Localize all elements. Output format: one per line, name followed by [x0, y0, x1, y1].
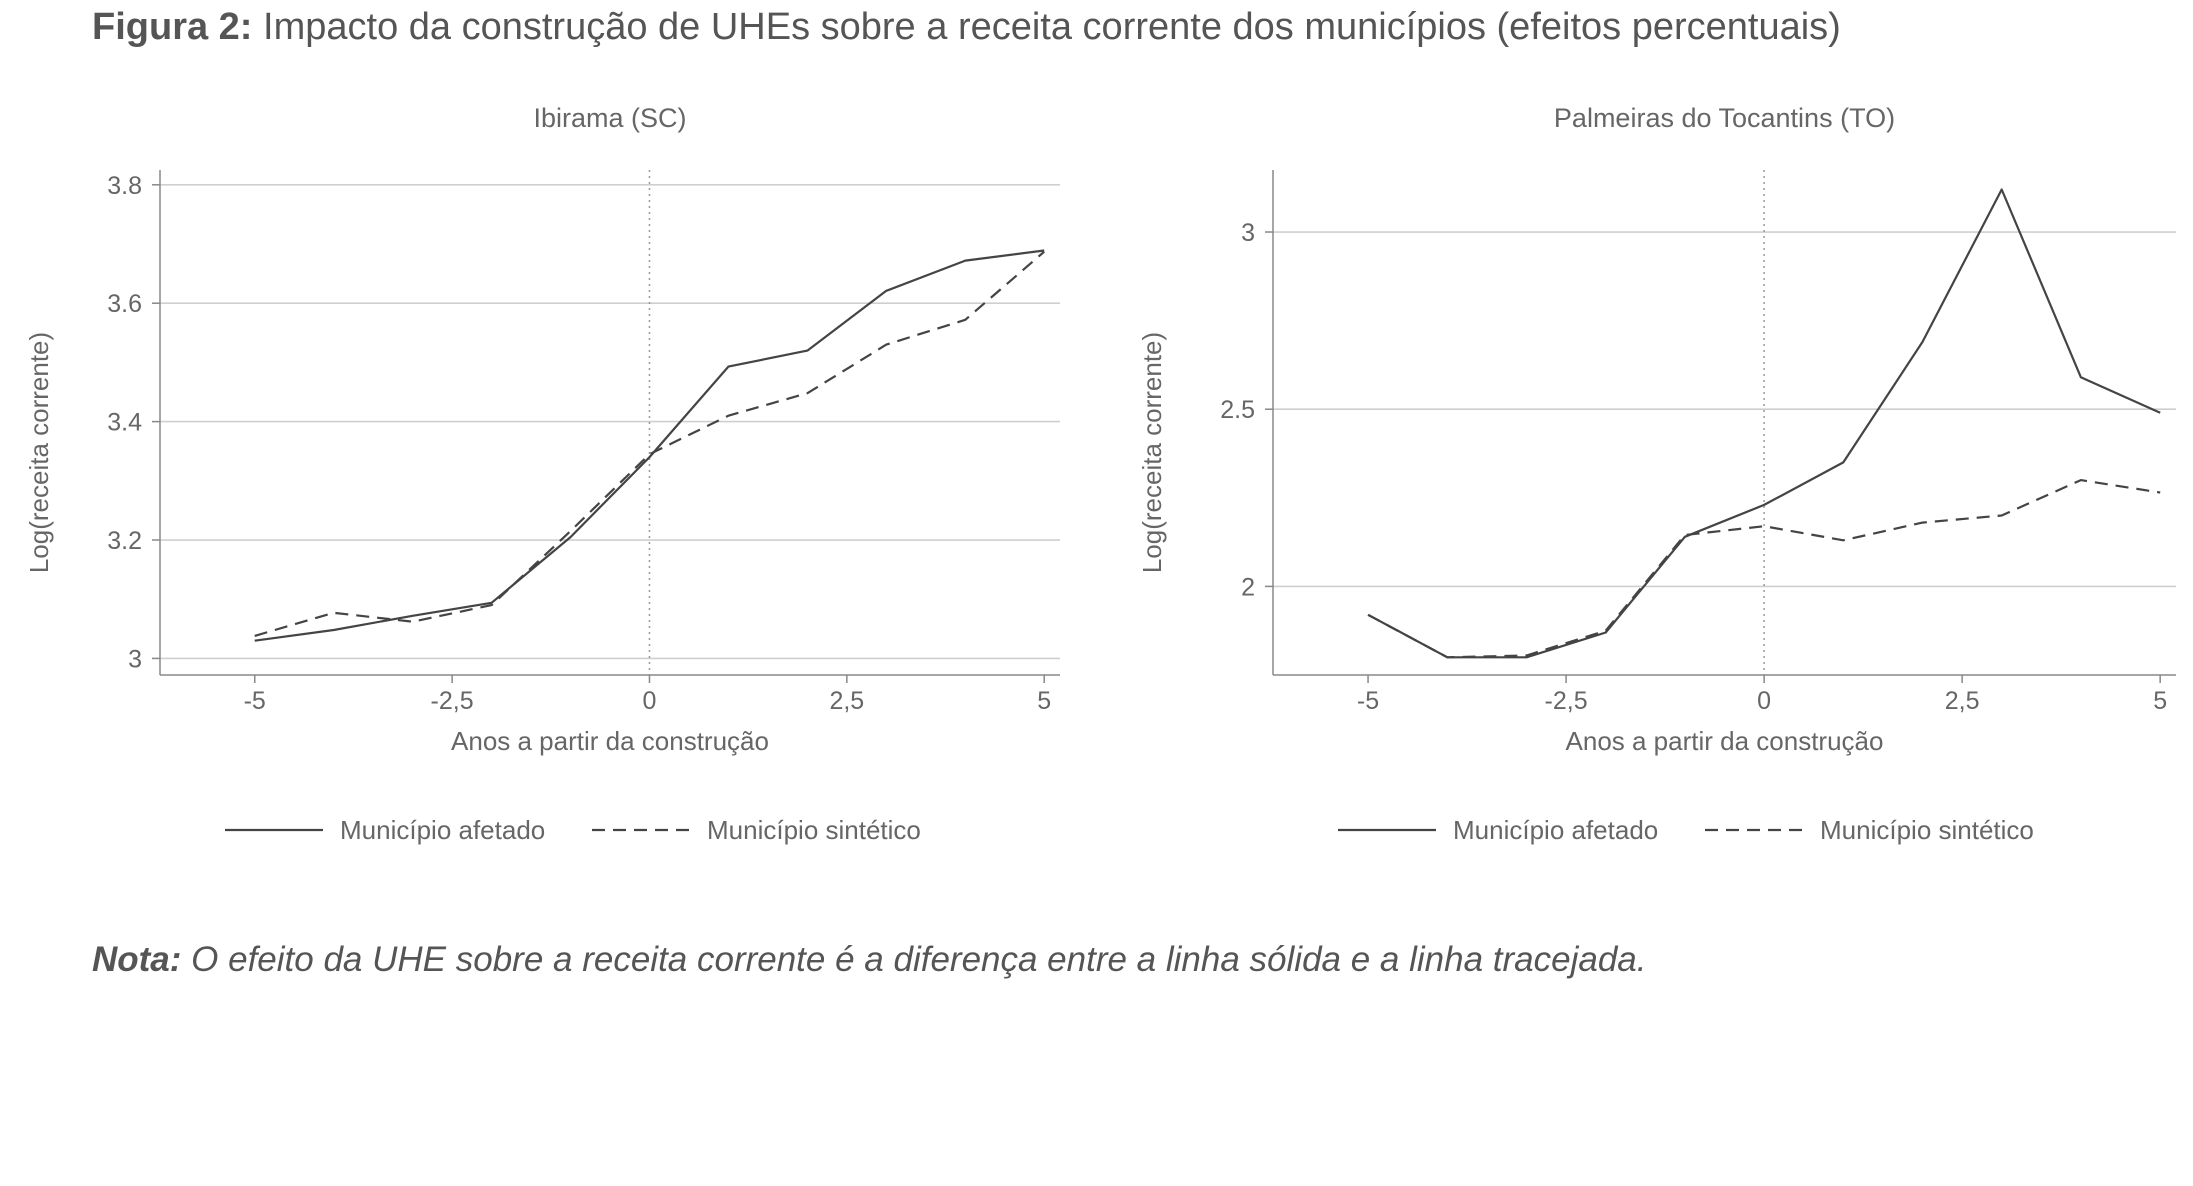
y-tick-label: 3.8 [107, 172, 142, 200]
chart-1: Ibirama (SC) 3 3.2 3.4 3.6 3.8 -5 -2,5 0 2,5 5 Anos… [24, 103, 1060, 845]
y-tick-label: 2 [1241, 573, 1255, 601]
note-text: O efeito da UHE sobre a receita corrente… [191, 940, 1647, 979]
chart-title: Palmeiras do Tocantins (TO) [1554, 103, 1895, 133]
y-tick-label: 3 [1241, 219, 1255, 247]
legend: Município afetado Município sintético [225, 815, 921, 845]
y-tick-label: 3.6 [107, 290, 142, 318]
note-label: Nota: [92, 940, 182, 979]
figure-note: Nota: O efeito da UHE sobre a receita co… [92, 940, 1646, 980]
series-line-affected [254, 249, 1045, 642]
legend-label: Município sintético [1820, 815, 2034, 845]
legend-label: Município afetado [1453, 815, 1658, 845]
figure-title: Figura 2: Impacto da construção de UHEs … [92, 6, 1841, 49]
x-tick-label: 5 [2153, 687, 2167, 715]
x-tick-label: -5 [1357, 687, 1379, 715]
x-tick-label: 2,5 [1945, 687, 1980, 715]
y-tick-label: 3.2 [107, 527, 142, 555]
y-tick-label: 3.4 [107, 409, 142, 437]
x-axis-title: Anos a partir da construção [1566, 726, 1884, 756]
x-tick-label: -5 [244, 687, 266, 715]
legend: Município afetado Município sintético [1338, 815, 2034, 845]
figure-title-text: Impacto da construção de UHEs sobre a re… [263, 6, 1841, 48]
chart-title: Ibirama (SC) [533, 103, 686, 133]
x-tick-label: 0 [1757, 687, 1771, 715]
x-tick-label: 0 [643, 687, 657, 715]
x-tick-label: -2,5 [431, 687, 474, 715]
legend-label: Município afetado [340, 815, 545, 845]
legend-label: Município sintético [707, 815, 921, 845]
x-tick-label: -2,5 [1545, 687, 1588, 715]
y-axis-title: Log(receita corrente) [24, 332, 54, 573]
x-tick-label: 5 [1037, 687, 1051, 715]
series-line-affected [1367, 188, 2161, 659]
y-axis-title: Log(receita corrente) [1137, 332, 1167, 573]
y-tick-label: 2.5 [1220, 396, 1255, 424]
chart-2: Palmeiras do Tocantins (TO) 2 2.5 3 -5 -2,5 0 2… [1137, 103, 2176, 845]
figure-title-label: Figura 2: [92, 6, 253, 48]
series-line-synthetic [1367, 479, 2161, 659]
series-line-synthetic [254, 250, 1045, 637]
x-tick-label: 2,5 [829, 687, 864, 715]
x-axis-title: Anos a partir da construção [451, 726, 769, 756]
y-tick-label: 3 [128, 645, 142, 673]
